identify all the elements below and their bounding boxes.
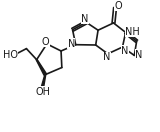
Text: HO: HO (3, 50, 18, 60)
Text: N: N (68, 39, 75, 49)
Text: O: O (42, 37, 49, 47)
Text: O: O (114, 1, 122, 11)
Polygon shape (36, 59, 47, 75)
Text: N: N (121, 46, 128, 56)
Text: N: N (135, 50, 142, 60)
Text: NH: NH (125, 27, 140, 37)
Text: N: N (81, 14, 88, 24)
Text: OH: OH (36, 87, 50, 97)
Polygon shape (41, 74, 46, 89)
Text: N: N (103, 52, 110, 62)
